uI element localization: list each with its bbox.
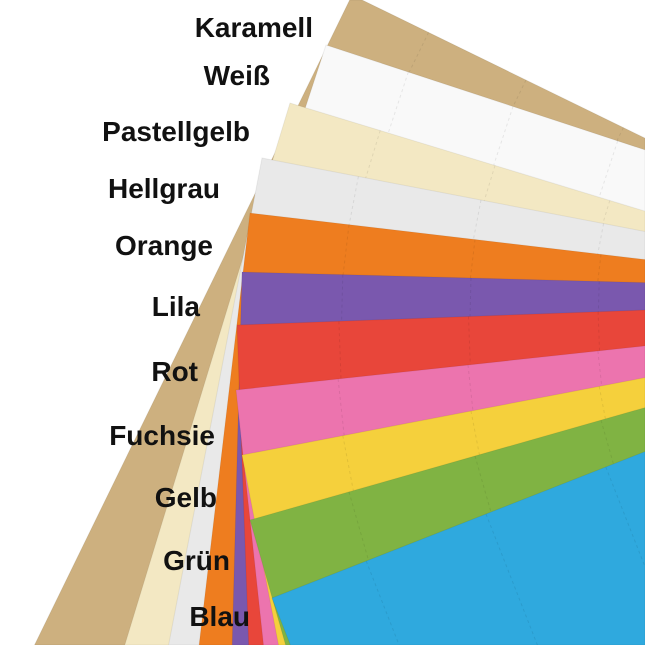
- label-gelb: Gelb: [154, 482, 217, 513]
- label-weiss: Weiß: [203, 60, 270, 91]
- label-pastellgelb: Pastellgelb: [102, 116, 250, 147]
- label-hellgrau: Hellgrau: [107, 173, 220, 204]
- label-lila: Lila: [151, 291, 200, 322]
- label-karamell: Karamell: [194, 12, 313, 43]
- label-fuchsie: Fuchsie: [109, 420, 215, 451]
- label-blau: Blau: [189, 601, 250, 632]
- paper-strip-10: [271, 451, 645, 645]
- label-gruen: Grün: [163, 545, 230, 576]
- label-rot: Rot: [151, 356, 198, 387]
- label-orange: Orange: [114, 230, 213, 261]
